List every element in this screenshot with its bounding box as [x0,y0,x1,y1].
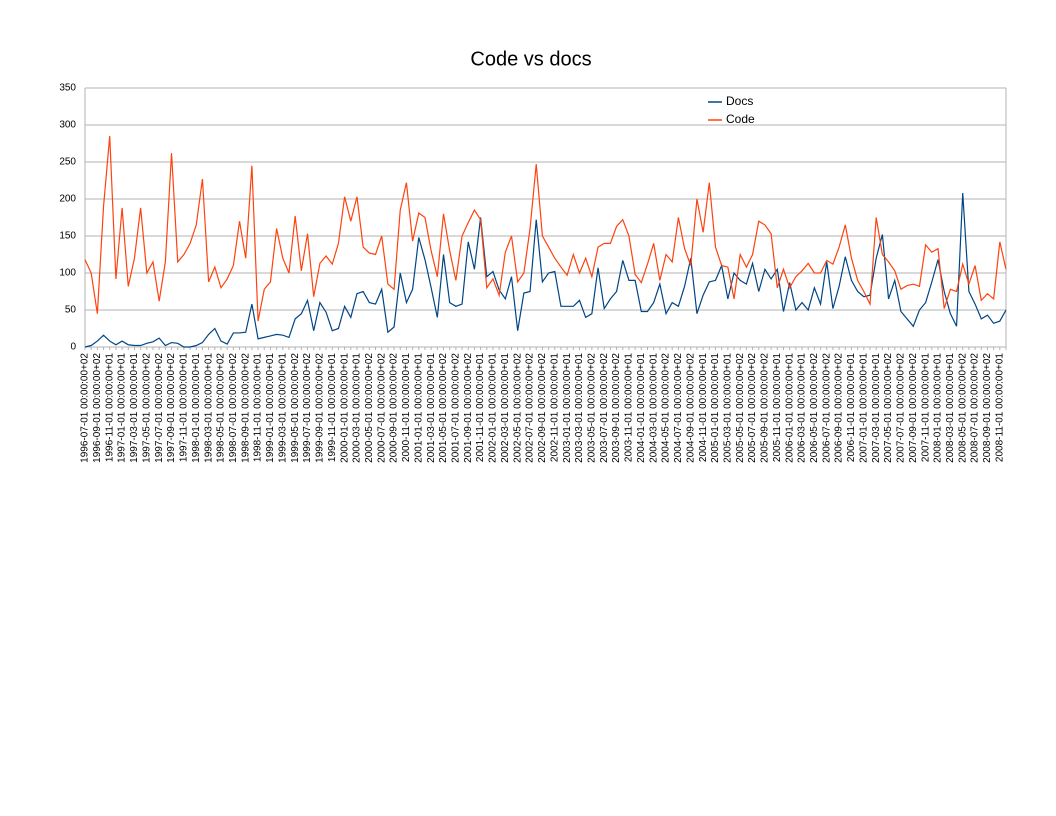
x-tick-label: 1996-07-01 00:00:00+02 [80,353,91,463]
x-tick-label: 2006-07-01 00:00:00+02 [821,353,832,463]
x-tick-label: 1999-03-01 00:00:00+01 [277,353,288,463]
x-tick-label: 2005-07-01 00:00:00+02 [747,353,758,463]
x-tick-label: 2005-11-01 00:00:00+01 [772,353,783,463]
x-tick-label: 2002-03-01 00:00:00+01 [500,353,511,463]
x-tick-label: 1997-01-01 00:00:00+01 [117,353,128,463]
x-tick-label: 2007-03-01 00:00:00+01 [871,353,882,463]
data-line [84,136,1007,322]
x-tick-label: 2006-03-01 00:00:00+01 [797,353,808,463]
x-tick-label: 2008-09-01 00:00:00+02 [982,353,993,463]
x-tick-label: 1998-09-01 00:00:00+02 [240,353,251,463]
y-tick-label: 100 [59,268,76,279]
x-tick-label: 2006-09-01 00:00:00+02 [834,353,845,463]
x-tick-label: 1998-07-01 00:00:00+02 [228,353,239,463]
x-tick-label: 1996-11-01 00:00:00+01 [104,353,115,463]
x-tick-label: 2003-05-01 00:00:00+02 [586,353,597,463]
x-tick-label: 2004-09-01 00:00:00+02 [685,353,696,463]
y-tick-label: 350 [59,83,76,94]
x-tick-label: 2005-09-01 00:00:00+02 [760,353,771,463]
x-tick-label: 2004-05-01 00:00:00+02 [661,353,672,463]
x-tick-label: 2003-09-01 00:00:00+02 [611,353,622,463]
x-tick-label: 1998-05-01 00:00:00+02 [216,353,227,463]
x-tick-label: 2002-05-01 00:00:00+02 [512,353,523,463]
x-tick-label: 1998-11-01 00:00:00+01 [253,353,264,463]
legend-label: Code [726,112,755,126]
x-tick-label: 1999-11-01 00:00:00+01 [327,353,338,463]
x-tick-label: 1997-07-01 00:00:00+02 [154,353,165,463]
x-tick-label: 2001-05-01 00:00:00+02 [438,353,449,463]
x-tick-label: 2003-07-01 00:00:00+02 [599,353,610,463]
y-tick-label: 150 [59,231,76,242]
x-tick-label: 1999-09-01 00:00:00+02 [315,353,326,463]
x-tick-label: 2006-11-01 00:00:00+01 [846,353,857,463]
x-tick-label: 2004-01-01 00:00:00+01 [636,353,647,463]
x-tick-label: 2002-09-01 00:00:00+02 [537,353,548,463]
x-tick-label: 2005-05-01 00:00:00+02 [735,353,746,463]
legend-label: Docs [726,94,753,108]
x-tick-label: 2002-01-01 00:00:00+01 [488,353,499,463]
y-tick-label: 300 [59,120,76,131]
x-tick-label: 2000-09-01 00:00:00+02 [389,353,400,463]
x-tick-label: 2001-03-01 00:00:00+01 [426,353,437,463]
x-tick-label: 2000-01-01 00:00:00+01 [339,353,350,463]
x-tick-label: 2007-01-01 00:00:00+01 [858,353,869,463]
x-tick-label: 2003-11-01 00:00:00+01 [624,353,635,463]
x-tick-label: 2001-11-01 00:00:00+01 [475,353,486,463]
x-tick-label: 1996-09-01 00:00:00+02 [92,353,103,463]
x-tick-label: 2008-11-01 00:00:00+01 [994,353,1005,463]
x-tick-label: 1999-05-01 00:00:00+02 [290,353,301,463]
x-tick-label: 2004-03-01 00:00:00+01 [648,353,659,463]
x-tick-label: 2001-07-01 00:00:00+02 [451,353,462,463]
x-tick-label: 2003-03-01 00:00:00+01 [574,353,585,463]
x-tick-label: 2008-03-01 00:00:00+01 [945,353,956,463]
x-tick-label: 2005-03-01 00:00:00+01 [722,353,733,463]
x-tick-label: 2007-07-01 00:00:00+02 [896,353,907,463]
y-tick-label: 200 [59,194,76,205]
x-tick-label: 2005-01-01 00:00:00+01 [710,353,721,463]
x-tick-label: 2002-11-01 00:00:00+01 [549,353,560,463]
x-tick-label: 2007-11-01 00:00:00+01 [920,353,931,463]
y-tick-label: 0 [70,342,76,353]
x-tick-label: 1997-05-01 00:00:00+02 [141,353,152,463]
x-tick-label: 1997-03-01 00:00:00+01 [129,353,140,463]
x-tick-label: 1997-09-01 00:00:00+02 [166,353,177,463]
x-tick-label: 2006-01-01 00:00:00+01 [784,353,795,463]
x-tick-label: 2004-11-01 00:00:00+01 [698,353,709,463]
x-tick-label: 2008-01-01 00:00:00+01 [933,353,944,463]
data-line [84,193,1007,348]
x-tick-label: 1999-01-01 00:00:00+01 [265,353,276,463]
y-tick-label: 50 [65,305,77,316]
x-tick-label: 2000-03-01 00:00:00+01 [352,353,363,463]
x-tick-label: 2002-07-01 00:00:00+02 [525,353,536,463]
x-tick-label: 2004-07-01 00:00:00+02 [673,353,684,463]
x-tick-label: 1998-03-01 00:00:00+01 [203,353,214,463]
x-tick-label: 1998-01-01 00:00:00+01 [191,353,202,463]
x-tick-label: 2007-05-01 00:00:00+02 [883,353,894,463]
x-tick-label: 2001-01-01 00:00:00+01 [413,353,424,463]
x-tick-label: 2007-09-01 00:00:00+02 [908,353,919,463]
x-tick-label: 1997-11-01 00:00:00+01 [179,353,190,463]
x-tick-label: 2000-05-01 00:00:00+02 [364,353,375,463]
x-tick-label: 2000-11-01 00:00:00+01 [401,353,412,463]
x-tick-label: 2008-05-01 00:00:00+02 [957,353,968,463]
x-tick-label: 2003-01-01 00:00:00+01 [562,353,573,463]
y-tick-label: 250 [59,157,76,168]
x-tick-label: 2008-07-01 00:00:00+02 [970,353,981,463]
x-tick-label: 2000-07-01 00:00:00+02 [376,353,387,463]
x-tick-label: 1999-07-01 00:00:00+02 [302,353,313,463]
chart-title: Code vs docs [470,48,591,70]
x-tick-label: 2001-09-01 00:00:00+02 [463,353,474,463]
x-tick-label: 2006-05-01 00:00:00+02 [809,353,820,463]
